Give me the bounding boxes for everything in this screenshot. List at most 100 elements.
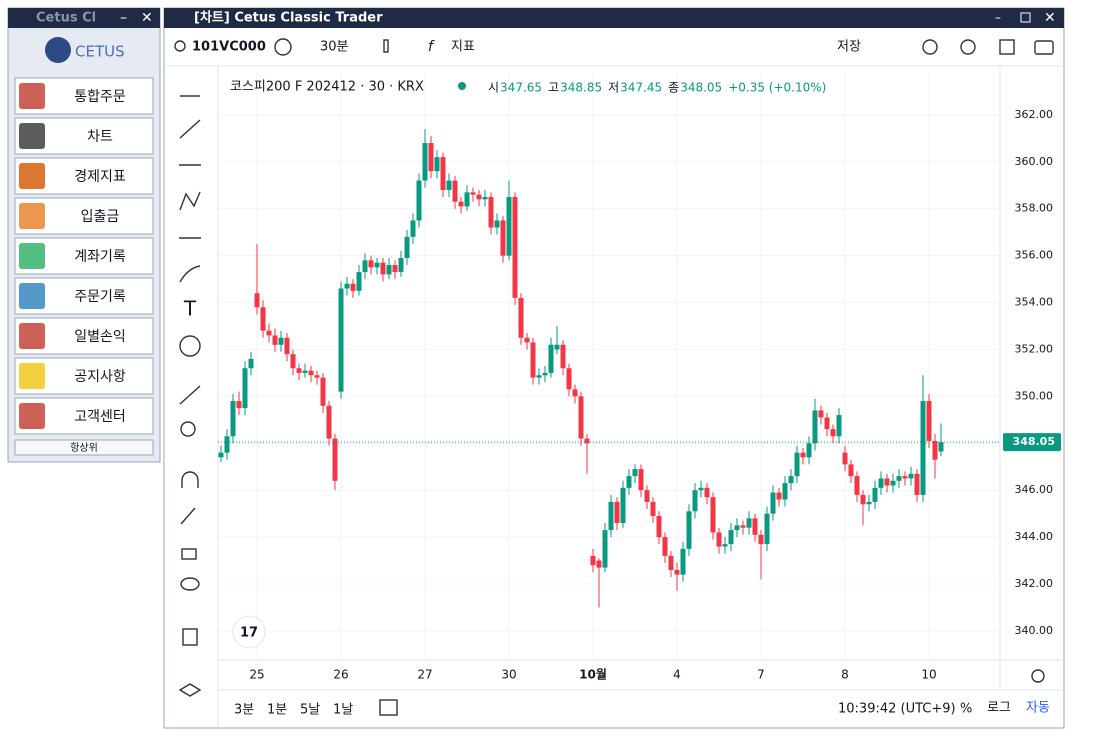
candle-body: [434, 157, 440, 172]
auto[interactable]: 자동: [1026, 701, 1050, 716]
y-tick-label: 344.00: [1015, 530, 1054, 543]
clock: 10:39:42 (UTC+9): [838, 702, 956, 717]
legend-key: 시: [488, 81, 499, 95]
candle-body: [524, 337, 530, 343]
lock-drawing[interactable]: [180, 507, 196, 525]
screenshot[interactable]: [1034, 40, 1054, 55]
always-on-top-label: 항상위: [70, 441, 98, 454]
brush[interactable]: [179, 265, 201, 283]
add-compare[interactable]: [274, 38, 292, 56]
candle-body: [536, 375, 542, 378]
magnet[interactable]: [181, 471, 199, 488]
candle-body: [932, 440, 938, 460]
close[interactable]: ✕: [141, 10, 153, 26]
range-button[interactable]: 1날: [333, 703, 353, 718]
text-tool[interactable]: T: [183, 297, 197, 321]
y-tick-label: 362.00: [1015, 108, 1054, 121]
candle-body: [824, 417, 830, 430]
trend-line[interactable]: [179, 119, 201, 139]
candle-body: [608, 501, 614, 531]
pattern[interactable]: [179, 191, 201, 211]
range-button[interactable]: 1분: [267, 703, 287, 718]
x-tick-label: 7: [757, 668, 765, 682]
candle-body: [776, 492, 782, 500]
log[interactable]: 로그: [987, 701, 1011, 716]
candle-body: [620, 487, 626, 524]
minimize[interactable]: –: [120, 10, 127, 26]
candle-body: [656, 515, 662, 538]
y-tick-label: 356.00: [1015, 249, 1054, 262]
candle-body: [860, 494, 866, 505]
emoji[interactable]: [179, 335, 201, 357]
always-on-top[interactable]: [14, 439, 154, 456]
goto-date[interactable]: [379, 699, 398, 716]
candle-body: [632, 469, 638, 477]
candle-body: [926, 401, 932, 441]
menu-icon: [19, 203, 45, 229]
candle-body: [740, 525, 746, 528]
symbol[interactable]: 101VC000: [192, 40, 266, 55]
percent[interactable]: %: [960, 702, 972, 717]
candle-body: [842, 452, 848, 465]
y-tick-label: 342.00: [1015, 577, 1054, 590]
candle-body: [452, 180, 458, 202]
delete[interactable]: [182, 628, 198, 646]
candle-body: [644, 490, 650, 502]
minimize[interactable]: –: [995, 11, 1001, 25]
y-tick-label: 352.00: [1015, 342, 1054, 355]
candle-body: [554, 344, 560, 350]
close[interactable]: ✕: [1044, 10, 1056, 26]
candle-body: [770, 492, 776, 514]
candle-body: [398, 257, 404, 273]
fullscreen[interactable]: [999, 39, 1015, 55]
candle-body: [908, 473, 914, 479]
candle-body: [248, 358, 254, 369]
search-icon[interactable]: [174, 40, 186, 52]
candle-body: [920, 401, 926, 495]
y-tick-label: 354.00: [1015, 296, 1054, 309]
candle-body: [494, 220, 500, 228]
y-tick-label: 360.00: [1015, 155, 1054, 168]
candle-body: [716, 532, 722, 547]
alert[interactable]: [922, 39, 938, 55]
ruler[interactable]: [179, 385, 201, 405]
interval[interactable]: 30분: [320, 40, 349, 55]
candle-body: [530, 342, 536, 378]
maximize[interactable]: [1020, 12, 1031, 23]
main-window: [163, 7, 1065, 729]
range-button[interactable]: 5날: [300, 703, 320, 718]
candle-body: [800, 452, 806, 458]
timescale-settings[interactable]: [1031, 669, 1045, 683]
candle-body: [356, 272, 362, 291]
candle-body: [584, 438, 590, 444]
candle-body: [818, 410, 824, 418]
candle-body: [476, 194, 482, 200]
side-title: Cetus Cl: [36, 11, 96, 26]
menu-label: 고객센터: [74, 409, 126, 425]
candle-body: [788, 476, 794, 484]
candle-body: [308, 370, 314, 376]
hide[interactable]: [180, 577, 200, 591]
menu-icon: [19, 403, 45, 429]
indicators[interactable]: 지표: [451, 40, 475, 55]
candle-body: [704, 487, 710, 498]
range-button[interactable]: 3분: [234, 703, 254, 718]
candle-body: [698, 487, 704, 491]
chart-style[interactable]: [383, 39, 389, 53]
x-tick-label: 8: [841, 668, 849, 682]
lock[interactable]: [181, 548, 197, 560]
candle-body: [422, 143, 428, 181]
settings[interactable]: [960, 39, 976, 55]
layers[interactable]: [178, 683, 202, 697]
candle-body: [782, 483, 788, 500]
x-tick-label: 10: [921, 668, 936, 682]
candle-body: [278, 337, 284, 345]
candle-body: [914, 473, 920, 495]
candle-body: [302, 370, 308, 373]
candle-body: [440, 157, 446, 190]
status-dot: [458, 82, 466, 90]
candle-body: [344, 283, 350, 289]
zoom[interactable]: [180, 421, 196, 437]
save[interactable]: 저장: [837, 40, 861, 55]
